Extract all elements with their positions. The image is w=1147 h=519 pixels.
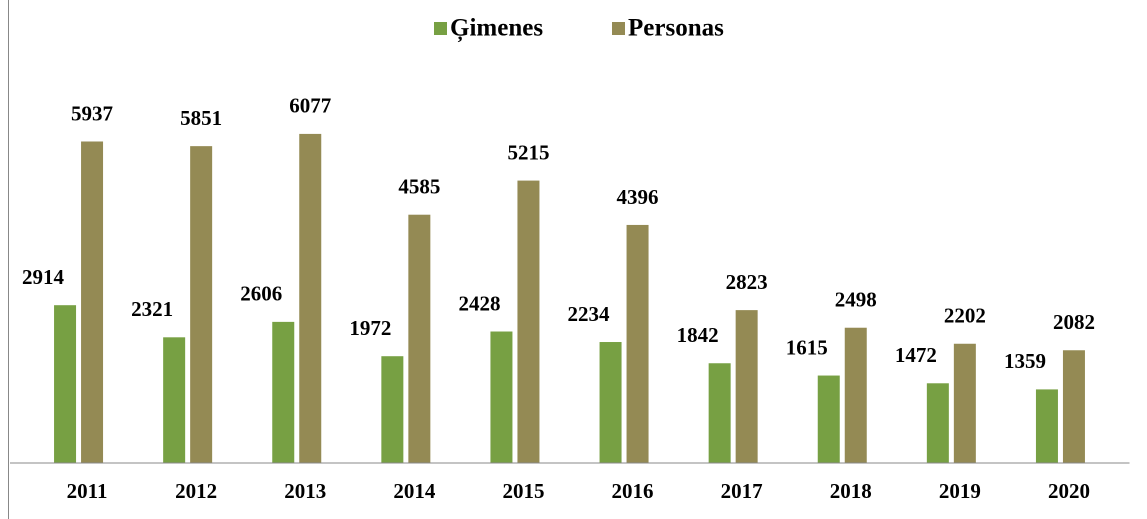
data-label: 5215 — [507, 140, 549, 164]
bar — [381, 356, 404, 463]
data-label: 2428 — [458, 291, 500, 315]
x-tick-label: 2015 — [502, 479, 544, 503]
data-label: 5851 — [180, 106, 222, 130]
data-label: 2823 — [726, 270, 768, 294]
bar — [272, 321, 295, 463]
data-label: 2321 — [131, 297, 173, 321]
bar — [1035, 389, 1058, 463]
x-tick-label: 2013 — [284, 479, 326, 503]
data-label: 2234 — [568, 302, 611, 326]
bar — [844, 327, 867, 463]
data-label: 5937 — [71, 101, 113, 125]
data-label: 2082 — [1053, 310, 1095, 334]
bar — [490, 331, 513, 463]
bar — [735, 310, 758, 463]
data-label: 4396 — [617, 185, 659, 209]
bar — [517, 180, 540, 463]
data-label: 2202 — [944, 304, 986, 328]
legend-label: Personas — [628, 15, 724, 42]
bar — [299, 133, 322, 463]
bar — [1062, 350, 1085, 463]
bar — [408, 214, 431, 463]
bar — [626, 224, 649, 463]
x-tick-label: 2016 — [612, 479, 654, 503]
data-label: 2606 — [240, 282, 282, 306]
x-tick-label: 2018 — [830, 479, 872, 503]
bar — [599, 342, 622, 463]
x-tick-label: 2012 — [175, 479, 217, 503]
legend-label: Ģimenes — [450, 15, 543, 43]
bar — [817, 375, 840, 463]
bar — [926, 383, 949, 463]
x-tick-label: 2019 — [939, 479, 981, 503]
data-label: 1972 — [349, 316, 391, 340]
data-label: 2498 — [835, 288, 877, 312]
bar — [708, 363, 731, 463]
data-label: 1842 — [677, 323, 719, 347]
x-tick-label: 2017 — [721, 479, 763, 503]
bar — [81, 141, 104, 463]
bar — [953, 343, 976, 463]
bar — [163, 337, 186, 463]
bar — [54, 305, 77, 463]
data-label: 1615 — [786, 335, 828, 359]
x-tick-label: 2014 — [393, 479, 436, 503]
data-label: 1472 — [895, 343, 937, 367]
x-tick-label: 2011 — [67, 479, 108, 503]
bar — [190, 146, 213, 463]
legend-swatch — [434, 22, 447, 35]
legend-swatch — [612, 22, 625, 35]
x-tick-label: 2020 — [1048, 479, 1090, 503]
data-label: 6077 — [289, 94, 331, 118]
data-label: 1359 — [1004, 349, 1046, 373]
data-label: 2914 — [22, 265, 65, 289]
data-label: 4585 — [398, 175, 440, 199]
